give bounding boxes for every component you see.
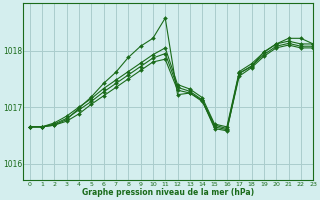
X-axis label: Graphe pression niveau de la mer (hPa): Graphe pression niveau de la mer (hPa) bbox=[82, 188, 254, 197]
